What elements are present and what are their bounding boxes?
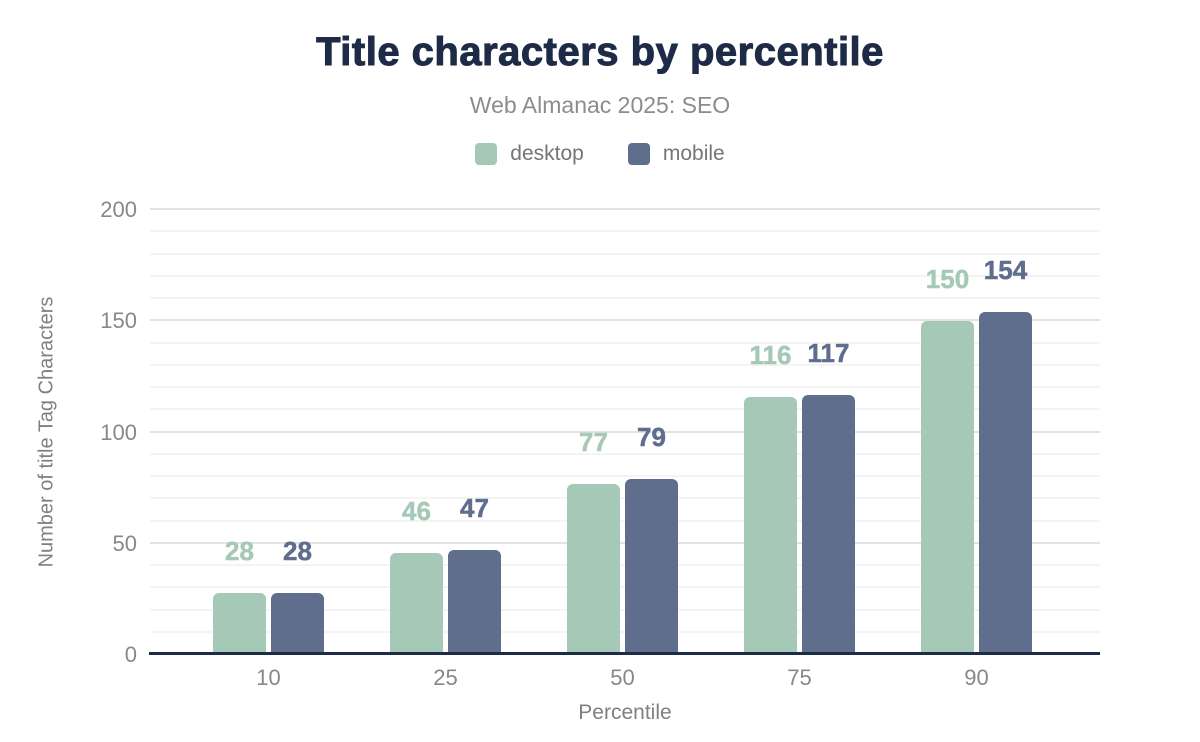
bar-group-10: 28 28 10 — [180, 210, 357, 690]
legend-item-desktop: desktop — [475, 142, 584, 166]
bar-group-90: 150 154 90 — [888, 210, 1065, 690]
bar-groups: 28 28 10 46 47 25 77 79 50 116 117 75 150 154 90 — [180, 210, 1065, 690]
bar-desktop-50: 77 — [567, 426, 620, 655]
x-axis-line — [149, 652, 1100, 655]
bar-value-label: 117 — [807, 337, 850, 368]
chart-subtitle: Web Almanac 2025: SEO — [469, 92, 731, 118]
x-axis-title: Percentile — [578, 701, 672, 724]
legend-label-desktop: desktop — [510, 142, 584, 165]
gridline — [150, 452, 1100, 455]
y-tick-label: 200 — [100, 197, 137, 222]
bar-group-75: 116 117 75 — [711, 210, 888, 690]
y-tick-label: 100 — [100, 419, 137, 445]
gridline — [150, 230, 1100, 233]
y-axis-ticks: 0 50 100 150 200 — [0, 197, 137, 667]
gridline — [150, 208, 1100, 210]
x-tick-label: 90 — [964, 665, 989, 690]
gridline — [150, 408, 1100, 411]
gridline — [150, 274, 1100, 277]
gridline — [150, 319, 1100, 322]
gridline — [150, 430, 1100, 433]
bar-desktop-90: 150 — [921, 264, 974, 655]
x-tick-label: 25 — [433, 665, 458, 690]
bar-group-25: 46 47 25 — [357, 210, 534, 690]
bar-mobile-50: 79 — [625, 422, 678, 655]
gridline — [150, 386, 1100, 388]
gridline — [150, 363, 1100, 366]
mobile-swatch-icon — [627, 143, 650, 165]
legend-item-mobile: mobile — [627, 142, 725, 166]
x-tick-label: 10 — [256, 665, 281, 690]
bar-value-label: 77 — [579, 426, 608, 457]
desktop-swatch-icon — [475, 143, 498, 165]
bar-value-label: 28 — [283, 535, 312, 566]
bar-mobile-90: 154 — [979, 255, 1032, 655]
legend: desktop mobile — [0, 142, 1200, 166]
bar-desktop-10: 28 — [213, 535, 266, 655]
bar-value-label: 116 — [749, 339, 792, 371]
bar-mobile-25: 47 — [448, 493, 501, 655]
bar-value-label: 47 — [460, 493, 489, 524]
bar-value-label: 79 — [637, 422, 666, 453]
bar-value-label: 28 — [225, 535, 254, 566]
plot-area: 28 28 10 46 47 25 77 79 50 116 117 75 150 154 90 Perce… — [149, 208, 1100, 724]
bar-value-label: 154 — [983, 255, 1028, 286]
chart-title: Title characters by percentile — [316, 30, 884, 75]
y-tick-label: 50 — [112, 530, 137, 556]
bar-group-50: 77 79 50 — [534, 210, 711, 690]
gridline — [150, 475, 1100, 477]
gridline — [150, 297, 1100, 299]
bar-desktop-75: 116 — [744, 340, 797, 655]
legend-label-mobile: mobile — [662, 142, 725, 165]
bar-value-label: 46 — [402, 495, 431, 526]
y-tick-label: 150 — [100, 308, 137, 334]
bar-value-label: 150 — [925, 264, 970, 295]
bar-desktop-25: 46 — [390, 495, 443, 655]
bar-mobile-10: 28 — [271, 535, 324, 655]
gridline — [150, 252, 1100, 255]
y-tick-label: 0 — [124, 642, 137, 667]
gridline — [150, 341, 1100, 344]
x-tick-label: 75 — [787, 665, 812, 690]
x-tick-label: 50 — [610, 665, 635, 690]
bar-mobile-75: 117 — [802, 337, 855, 655]
